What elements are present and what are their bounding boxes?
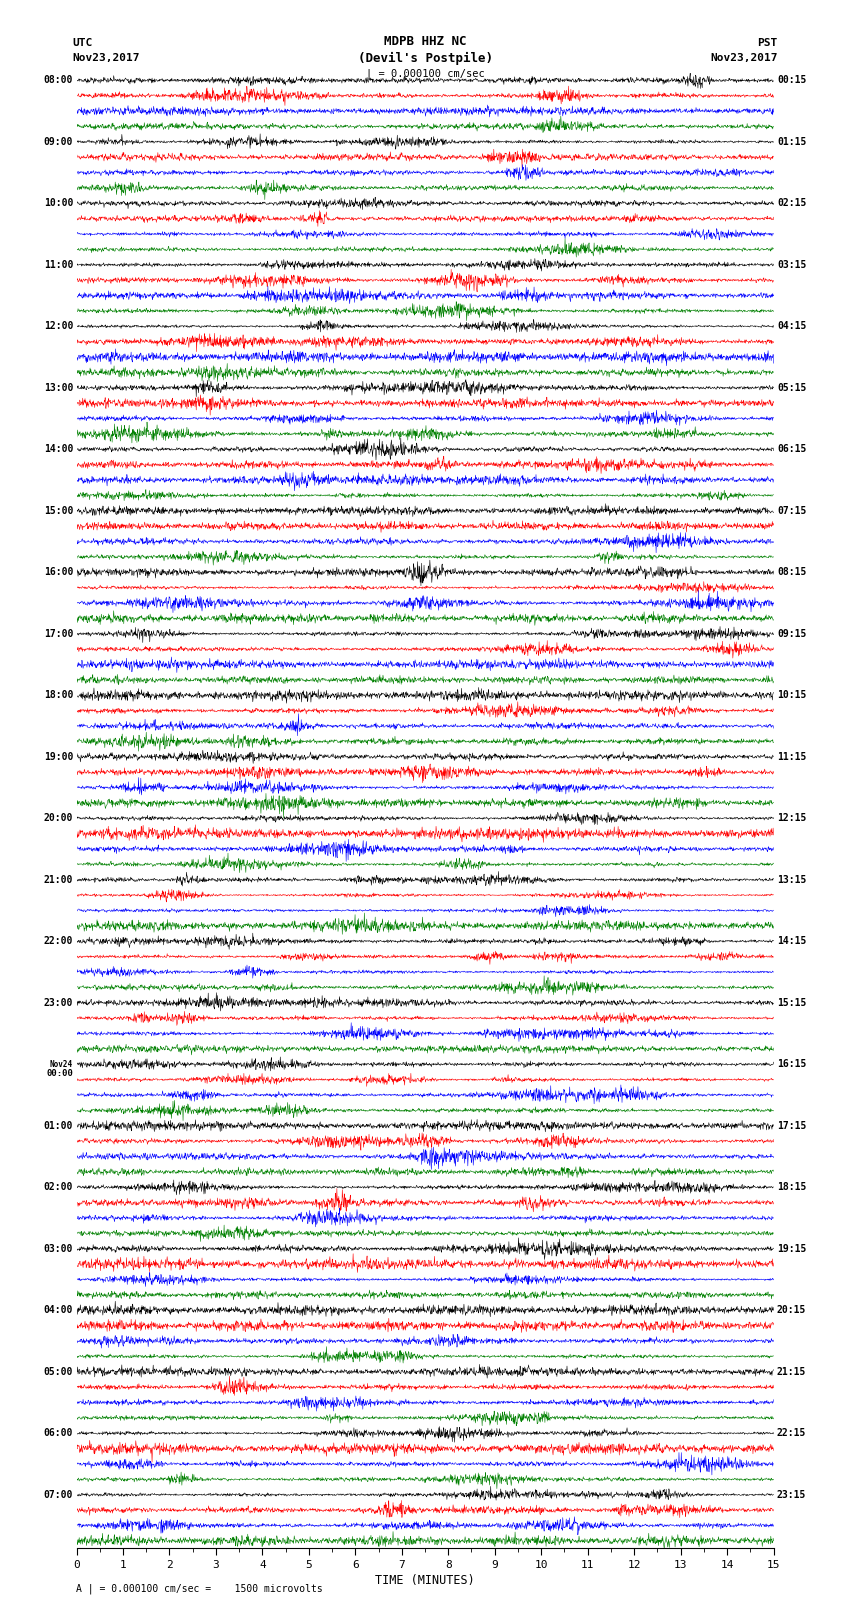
Text: | = 0.000100 cm/sec: | = 0.000100 cm/sec bbox=[366, 68, 484, 79]
Text: 22:00: 22:00 bbox=[43, 936, 73, 947]
Text: 02:15: 02:15 bbox=[777, 198, 807, 208]
Text: PST: PST bbox=[757, 39, 778, 48]
Text: 08:15: 08:15 bbox=[777, 568, 807, 577]
Text: 02:00: 02:00 bbox=[43, 1182, 73, 1192]
Text: 04:15: 04:15 bbox=[777, 321, 807, 331]
Text: 13:15: 13:15 bbox=[777, 874, 807, 884]
Text: 18:15: 18:15 bbox=[777, 1182, 807, 1192]
Text: Nov24: Nov24 bbox=[50, 1060, 73, 1069]
Text: 01:15: 01:15 bbox=[777, 137, 807, 147]
Text: 03:00: 03:00 bbox=[43, 1244, 73, 1253]
Text: 13:00: 13:00 bbox=[43, 382, 73, 392]
Text: 20:15: 20:15 bbox=[777, 1305, 807, 1315]
Text: 16:00: 16:00 bbox=[43, 568, 73, 577]
Text: 05:15: 05:15 bbox=[777, 382, 807, 392]
Text: 14:15: 14:15 bbox=[777, 936, 807, 947]
Text: 07:15: 07:15 bbox=[777, 506, 807, 516]
Text: 01:00: 01:00 bbox=[43, 1121, 73, 1131]
Text: Nov23,2017: Nov23,2017 bbox=[711, 53, 778, 63]
Text: 06:15: 06:15 bbox=[777, 444, 807, 455]
Text: 07:00: 07:00 bbox=[43, 1490, 73, 1500]
Text: 23:15: 23:15 bbox=[777, 1490, 807, 1500]
Text: 19:00: 19:00 bbox=[43, 752, 73, 761]
Text: MDPB HHZ NC: MDPB HHZ NC bbox=[383, 35, 467, 48]
Text: 23:00: 23:00 bbox=[43, 998, 73, 1008]
X-axis label: TIME (MINUTES): TIME (MINUTES) bbox=[375, 1574, 475, 1587]
Text: 15:00: 15:00 bbox=[43, 506, 73, 516]
Text: A | = 0.000100 cm/sec =    1500 microvolts: A | = 0.000100 cm/sec = 1500 microvolts bbox=[76, 1582, 323, 1594]
Text: 08:00: 08:00 bbox=[43, 76, 73, 85]
Text: 14:00: 14:00 bbox=[43, 444, 73, 455]
Text: 16:15: 16:15 bbox=[777, 1060, 807, 1069]
Text: 00:00: 00:00 bbox=[46, 1069, 73, 1077]
Text: 20:00: 20:00 bbox=[43, 813, 73, 823]
Text: UTC: UTC bbox=[72, 39, 93, 48]
Text: 18:00: 18:00 bbox=[43, 690, 73, 700]
Text: 09:00: 09:00 bbox=[43, 137, 73, 147]
Text: 21:15: 21:15 bbox=[777, 1366, 807, 1376]
Text: 10:00: 10:00 bbox=[43, 198, 73, 208]
Text: Nov23,2017: Nov23,2017 bbox=[72, 53, 139, 63]
Text: 15:15: 15:15 bbox=[777, 998, 807, 1008]
Text: 19:15: 19:15 bbox=[777, 1244, 807, 1253]
Text: 17:00: 17:00 bbox=[43, 629, 73, 639]
Text: 21:00: 21:00 bbox=[43, 874, 73, 884]
Text: 04:00: 04:00 bbox=[43, 1305, 73, 1315]
Text: 17:15: 17:15 bbox=[777, 1121, 807, 1131]
Text: (Devil's Postpile): (Devil's Postpile) bbox=[358, 52, 492, 65]
Text: 10:15: 10:15 bbox=[777, 690, 807, 700]
Text: 22:15: 22:15 bbox=[777, 1428, 807, 1439]
Text: 03:15: 03:15 bbox=[777, 260, 807, 269]
Text: 09:15: 09:15 bbox=[777, 629, 807, 639]
Text: 05:00: 05:00 bbox=[43, 1366, 73, 1376]
Text: 06:00: 06:00 bbox=[43, 1428, 73, 1439]
Text: 00:15: 00:15 bbox=[777, 76, 807, 85]
Text: 12:15: 12:15 bbox=[777, 813, 807, 823]
Text: 11:00: 11:00 bbox=[43, 260, 73, 269]
Text: 12:00: 12:00 bbox=[43, 321, 73, 331]
Text: 11:15: 11:15 bbox=[777, 752, 807, 761]
